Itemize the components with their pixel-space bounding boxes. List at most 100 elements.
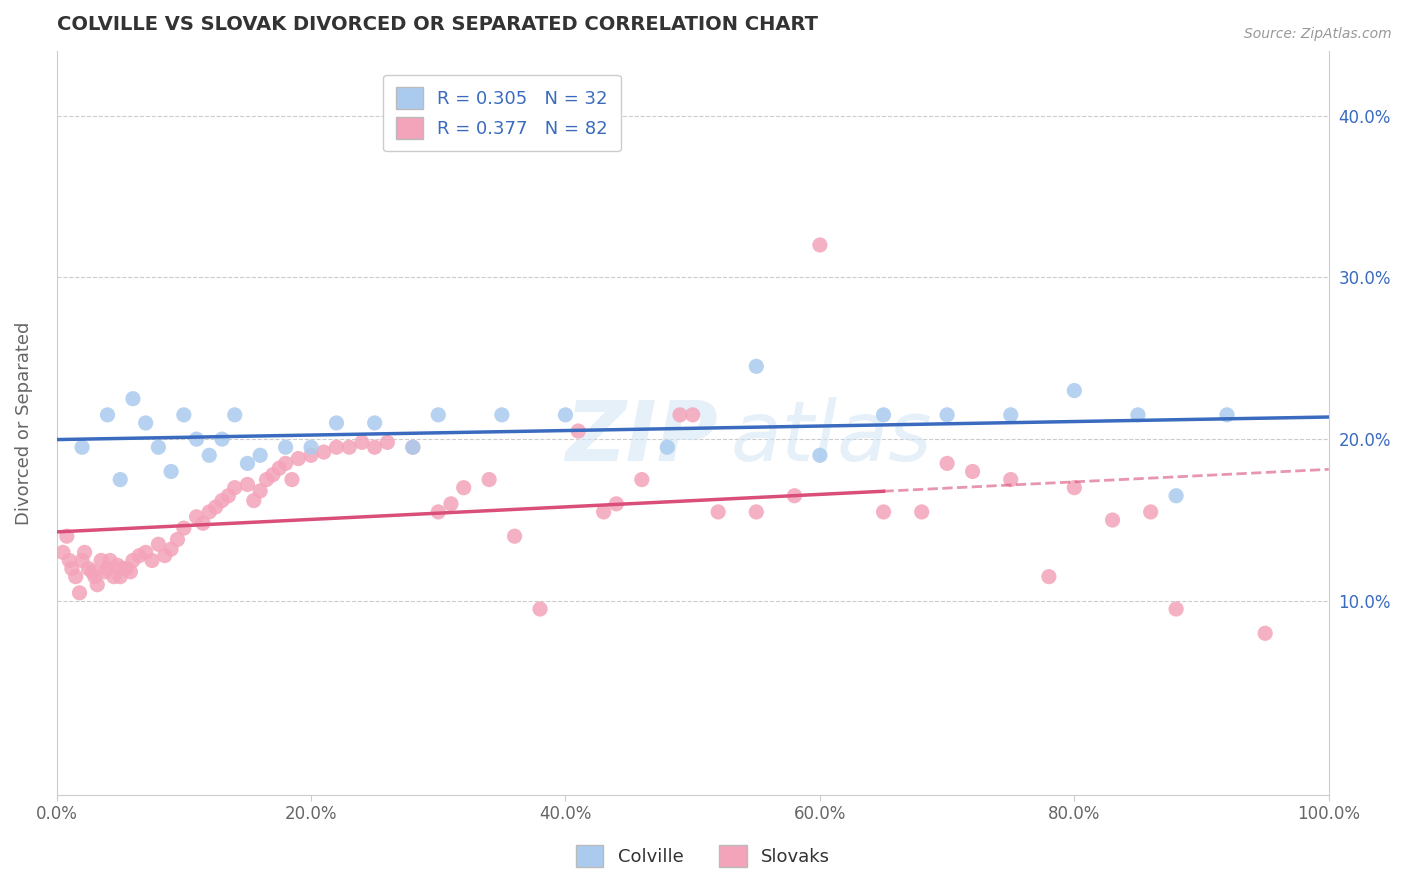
Point xyxy=(363,440,385,454)
Point xyxy=(592,505,614,519)
Point xyxy=(1000,408,1022,422)
Point xyxy=(211,493,233,508)
Point xyxy=(783,489,806,503)
Point xyxy=(478,473,501,487)
Point xyxy=(153,549,176,563)
Point xyxy=(96,408,118,422)
Point xyxy=(1126,408,1149,422)
Legend: Colville, Slovaks: Colville, Slovaks xyxy=(569,838,837,874)
Point xyxy=(808,238,831,252)
Point xyxy=(52,545,75,559)
Point xyxy=(312,445,335,459)
Point xyxy=(745,359,768,374)
Point xyxy=(135,416,157,430)
Point xyxy=(707,505,730,519)
Point xyxy=(427,408,450,422)
Point xyxy=(96,561,118,575)
Point xyxy=(682,408,704,422)
Point xyxy=(141,553,163,567)
Point xyxy=(148,440,170,454)
Point xyxy=(58,553,80,567)
Point xyxy=(120,565,142,579)
Point xyxy=(173,521,195,535)
Point xyxy=(107,558,129,573)
Point xyxy=(1164,489,1187,503)
Point xyxy=(236,457,259,471)
Point xyxy=(936,408,959,422)
Point xyxy=(337,440,360,454)
Point xyxy=(236,477,259,491)
Point xyxy=(630,473,652,487)
Point xyxy=(122,392,145,406)
Text: atlas: atlas xyxy=(731,397,932,478)
Point xyxy=(198,505,221,519)
Text: COLVILLE VS SLOVAK DIVORCED OR SEPARATED CORRELATION CHART: COLVILLE VS SLOVAK DIVORCED OR SEPARATED… xyxy=(56,15,818,34)
Point xyxy=(1101,513,1123,527)
Point xyxy=(186,432,208,446)
Point xyxy=(249,483,271,498)
Point xyxy=(567,424,589,438)
Point xyxy=(269,461,291,475)
Point xyxy=(249,448,271,462)
Point xyxy=(166,533,188,547)
Point xyxy=(427,505,450,519)
Text: ZIP: ZIP xyxy=(565,397,718,478)
Point xyxy=(491,408,513,422)
Point xyxy=(503,529,526,543)
Point xyxy=(103,569,125,583)
Point xyxy=(1254,626,1277,640)
Point xyxy=(65,569,87,583)
Point xyxy=(377,435,399,450)
Point xyxy=(1216,408,1239,422)
Legend: R = 0.305   N = 32, R = 0.377   N = 82: R = 0.305 N = 32, R = 0.377 N = 82 xyxy=(384,75,620,152)
Point xyxy=(453,481,475,495)
Point xyxy=(256,473,278,487)
Point xyxy=(128,549,150,563)
Point xyxy=(1038,569,1060,583)
Text: Source: ZipAtlas.com: Source: ZipAtlas.com xyxy=(1244,27,1392,41)
Point xyxy=(1063,481,1085,495)
Point xyxy=(94,565,117,579)
Point xyxy=(962,465,984,479)
Point xyxy=(211,432,233,446)
Point xyxy=(299,440,322,454)
Point xyxy=(69,586,91,600)
Point xyxy=(262,467,284,482)
Point xyxy=(98,553,121,567)
Point xyxy=(186,509,208,524)
Point xyxy=(745,505,768,519)
Point xyxy=(204,500,226,514)
Point xyxy=(160,465,183,479)
Point xyxy=(274,457,297,471)
Point xyxy=(135,545,157,559)
Point xyxy=(325,416,347,430)
Point xyxy=(70,440,93,454)
Point xyxy=(224,481,246,495)
Point xyxy=(350,435,373,450)
Point xyxy=(86,578,108,592)
Point xyxy=(243,493,266,508)
Point xyxy=(402,440,425,454)
Point xyxy=(90,553,112,567)
Point xyxy=(605,497,627,511)
Point xyxy=(281,473,304,487)
Point xyxy=(529,602,551,616)
Point xyxy=(363,416,385,430)
Point xyxy=(1139,505,1161,519)
Point xyxy=(911,505,934,519)
Point xyxy=(73,545,96,559)
Point xyxy=(83,569,105,583)
Point xyxy=(70,553,93,567)
Point xyxy=(1063,384,1085,398)
Point xyxy=(287,451,309,466)
Point xyxy=(115,561,138,575)
Point xyxy=(1164,602,1187,616)
Point xyxy=(173,408,195,422)
Point xyxy=(217,489,239,503)
Point xyxy=(198,448,221,462)
Point xyxy=(657,440,679,454)
Point xyxy=(122,553,145,567)
Point xyxy=(160,542,183,557)
Point xyxy=(110,569,132,583)
Point xyxy=(224,408,246,422)
